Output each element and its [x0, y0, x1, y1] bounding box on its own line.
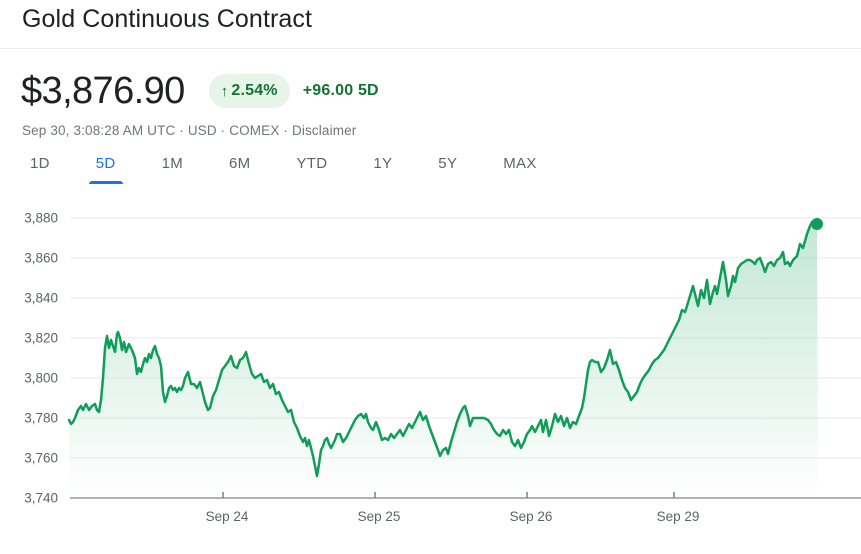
current-price: $3,876.90	[21, 69, 185, 112]
latest-price-dot	[811, 218, 823, 230]
price-line	[67, 220, 819, 478]
change-percent-badge: ↑ 2.54%	[208, 74, 290, 108]
y-axis-label: 3,740	[24, 491, 58, 506]
y-axis-label: 3,860	[24, 251, 58, 266]
change-percent-value: 2.54%	[231, 82, 278, 99]
y-axis-label: 3,800	[24, 371, 58, 386]
chart-area: 3,740 3,760 3,780 3,800 3,820 3,840 3,860 3,880…	[0, 195, 861, 549]
tab-1y[interactable]: 1Y	[373, 155, 393, 172]
quote-timestamp: Sep 30, 3:08:28 AM UTC · USD · COMEX ·	[22, 123, 292, 138]
disclaimer-link[interactable]: Disclaimer	[291, 123, 357, 138]
y-axis-label: 3,760	[24, 451, 58, 466]
change-absolute: +96.00 5D	[302, 82, 379, 99]
tab-max[interactable]: MAX	[503, 155, 537, 172]
time-range-tabs: 1D 5D 1M 6M YTD 1Y 5Y MAX	[23, 152, 544, 184]
quote-meta-line: Sep 30, 3:08:28 AM UTC · USD · COMEX · D…	[22, 123, 356, 138]
x-axis-label: Sep 24	[206, 509, 249, 524]
tab-6m[interactable]: 6M	[229, 155, 251, 172]
tab-5d[interactable]: 5D	[88, 152, 123, 184]
x-axis-label: Sep 25	[358, 509, 401, 524]
y-axis-label: 3,820	[24, 331, 58, 346]
page-title: Gold Continuous Contract	[22, 5, 313, 33]
tab-1m[interactable]: 1M	[161, 155, 183, 172]
tab-ytd[interactable]: YTD	[296, 155, 328, 172]
price-chart[interactable]: 3,740 3,760 3,780 3,800 3,820 3,840 3,860 3,880…	[0, 195, 861, 549]
x-axis-label: Sep 26	[510, 509, 553, 524]
x-axis-label: Sep 29	[657, 509, 700, 524]
y-axis-label: 3,840	[24, 291, 58, 306]
y-axis-label: 3,780	[24, 411, 58, 426]
tab-5y[interactable]: 5Y	[438, 155, 458, 172]
header-divider	[0, 48, 861, 49]
price-area-fill	[69, 222, 818, 498]
quote-row: $3,876.90 ↑ 2.54% +96.00 5D	[21, 70, 379, 112]
up-arrow-icon: ↑	[220, 82, 229, 100]
tab-1d[interactable]: 1D	[30, 155, 50, 172]
y-axis-label: 3,880	[24, 211, 58, 226]
